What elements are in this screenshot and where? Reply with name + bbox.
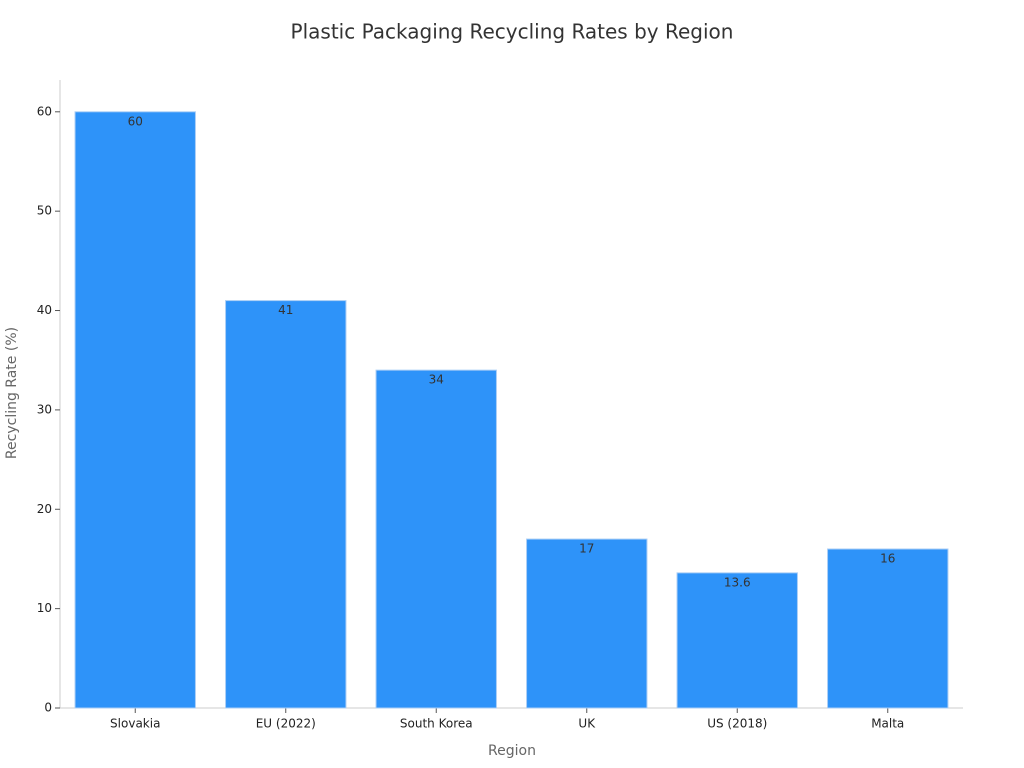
y-tick-label: 0 <box>44 701 52 715</box>
data-label: 34 <box>429 373 444 387</box>
y-tick-label: 60 <box>37 104 52 118</box>
data-label: 17 <box>579 542 594 556</box>
data-label: 13.6 <box>724 575 751 589</box>
x-tick-label: EU (2022) <box>256 717 316 731</box>
bar <box>526 538 648 709</box>
y-tick-label: 20 <box>37 502 52 516</box>
x-tick-label: Malta <box>871 717 904 731</box>
y-axis-label: Recycling Rate (%) <box>4 327 20 459</box>
bar <box>676 572 798 709</box>
x-tick-label: UK <box>578 717 596 731</box>
data-label: 60 <box>128 114 143 128</box>
bar <box>74 111 196 709</box>
bar <box>225 300 347 709</box>
bar <box>375 369 497 709</box>
y-tick-label: 30 <box>37 402 52 416</box>
y-tick-label: 10 <box>37 601 52 615</box>
y-tick-label: 40 <box>37 303 52 317</box>
data-label: 16 <box>880 552 895 566</box>
chart-title: Plastic Packaging Recycling Rates by Reg… <box>291 20 734 44</box>
x-tick-label: South Korea <box>400 717 473 731</box>
x-axis-label: Region <box>488 743 536 759</box>
y-tick-label: 50 <box>37 204 52 218</box>
data-label: 41 <box>278 303 293 317</box>
bar <box>827 548 949 709</box>
x-tick-label: US (2018) <box>707 717 767 731</box>
x-tick-label: Slovakia <box>110 717 160 731</box>
